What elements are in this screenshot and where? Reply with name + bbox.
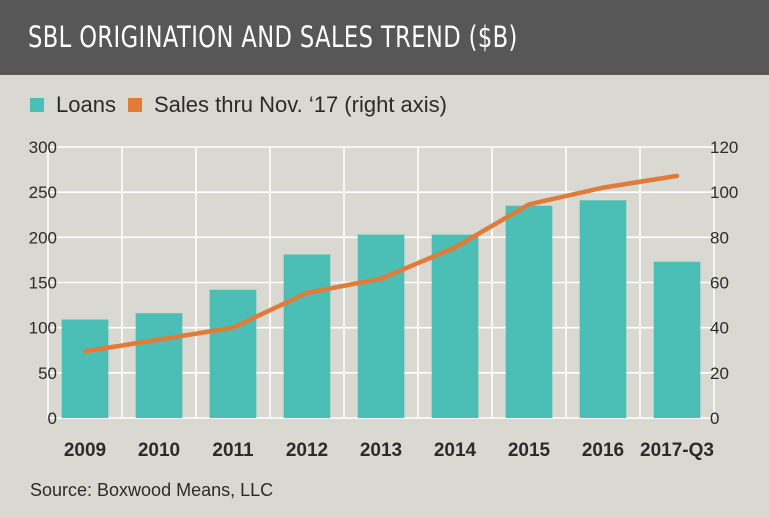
bar-loans-2016 [579,200,627,418]
bar-loans-2010 [135,313,183,418]
x-axis-tick-label: 2016 [582,440,624,461]
bars [61,200,701,418]
chart-title: SBL ORIGINATION AND SALES TREND ($B) [28,20,518,54]
sales-line-group [82,173,680,354]
x-axis-ticks: 2009 2010 2011 2012 2013 2014 2015 2016 2017-Q3 [64,440,714,461]
legend-swatch-loans [30,98,44,112]
left-axis-tick-label: 50 [38,364,57,383]
left-axis-tick-label: 0 [48,409,57,428]
right-axis-tick-label: 120 [710,138,738,157]
legend-label-sales: Sales thru Nov. ‘17 (right axis) [153,92,447,117]
bar-loans-2011 [209,289,257,418]
legend-label-loans: Loans [56,92,116,117]
left-axis-tick-label: 150 [29,274,57,293]
x-axis-tick-label: 2012 [286,440,328,461]
left-axis-tick-label: 200 [29,228,57,247]
left-axis-tick-label: 300 [29,138,57,157]
legend: Loans Sales thru Nov. ‘17 (right axis) [30,90,459,120]
bar-loans-2009 [61,319,109,418]
x-axis-tick-label: 2010 [138,440,180,461]
x-axis-tick-label: 2014 [434,440,477,461]
right-axis-tick-label: 60 [710,274,729,293]
x-axis-tick-label: 2013 [360,440,402,461]
x-axis-tick-label: 2011 [212,440,254,461]
left-axis-ticks: 0 50 100 150 200 250 300 [29,138,57,428]
right-axis-tick-label: 0 [710,409,719,428]
chart-header: SBL ORIGINATION AND SALES TREND ($B) [0,0,769,75]
x-axis-tick-label: 2017-Q3 [640,440,714,461]
bar-loans-2014 [431,234,479,418]
right-axis-tick-label: 40 [710,319,729,338]
legend-item-loans: Loans [30,92,116,118]
x-axis-tick-label: 2015 [508,440,551,461]
legend-item-sales: Sales thru Nov. ‘17 (right axis) [127,92,447,118]
left-axis-tick-label: 250 [29,183,57,202]
right-axis-tick-label: 80 [710,228,729,247]
bar-loans-2017-Q3 [653,261,701,418]
left-axis-tick-label: 100 [29,319,57,338]
bar-loans-2012 [283,254,331,418]
right-axis-ticks: 0 20 40 60 80 100 120 [710,138,738,428]
right-axis-tick-label: 100 [710,183,738,202]
bar-loans-2013 [357,234,405,418]
x-axis-tick-label: 2009 [64,440,106,461]
bar-loans-2015 [505,205,553,418]
source-note: Source: Boxwood Means, LLC [30,480,274,500]
legend-swatch-sales [127,98,142,112]
right-axis-tick-label: 20 [710,364,729,383]
